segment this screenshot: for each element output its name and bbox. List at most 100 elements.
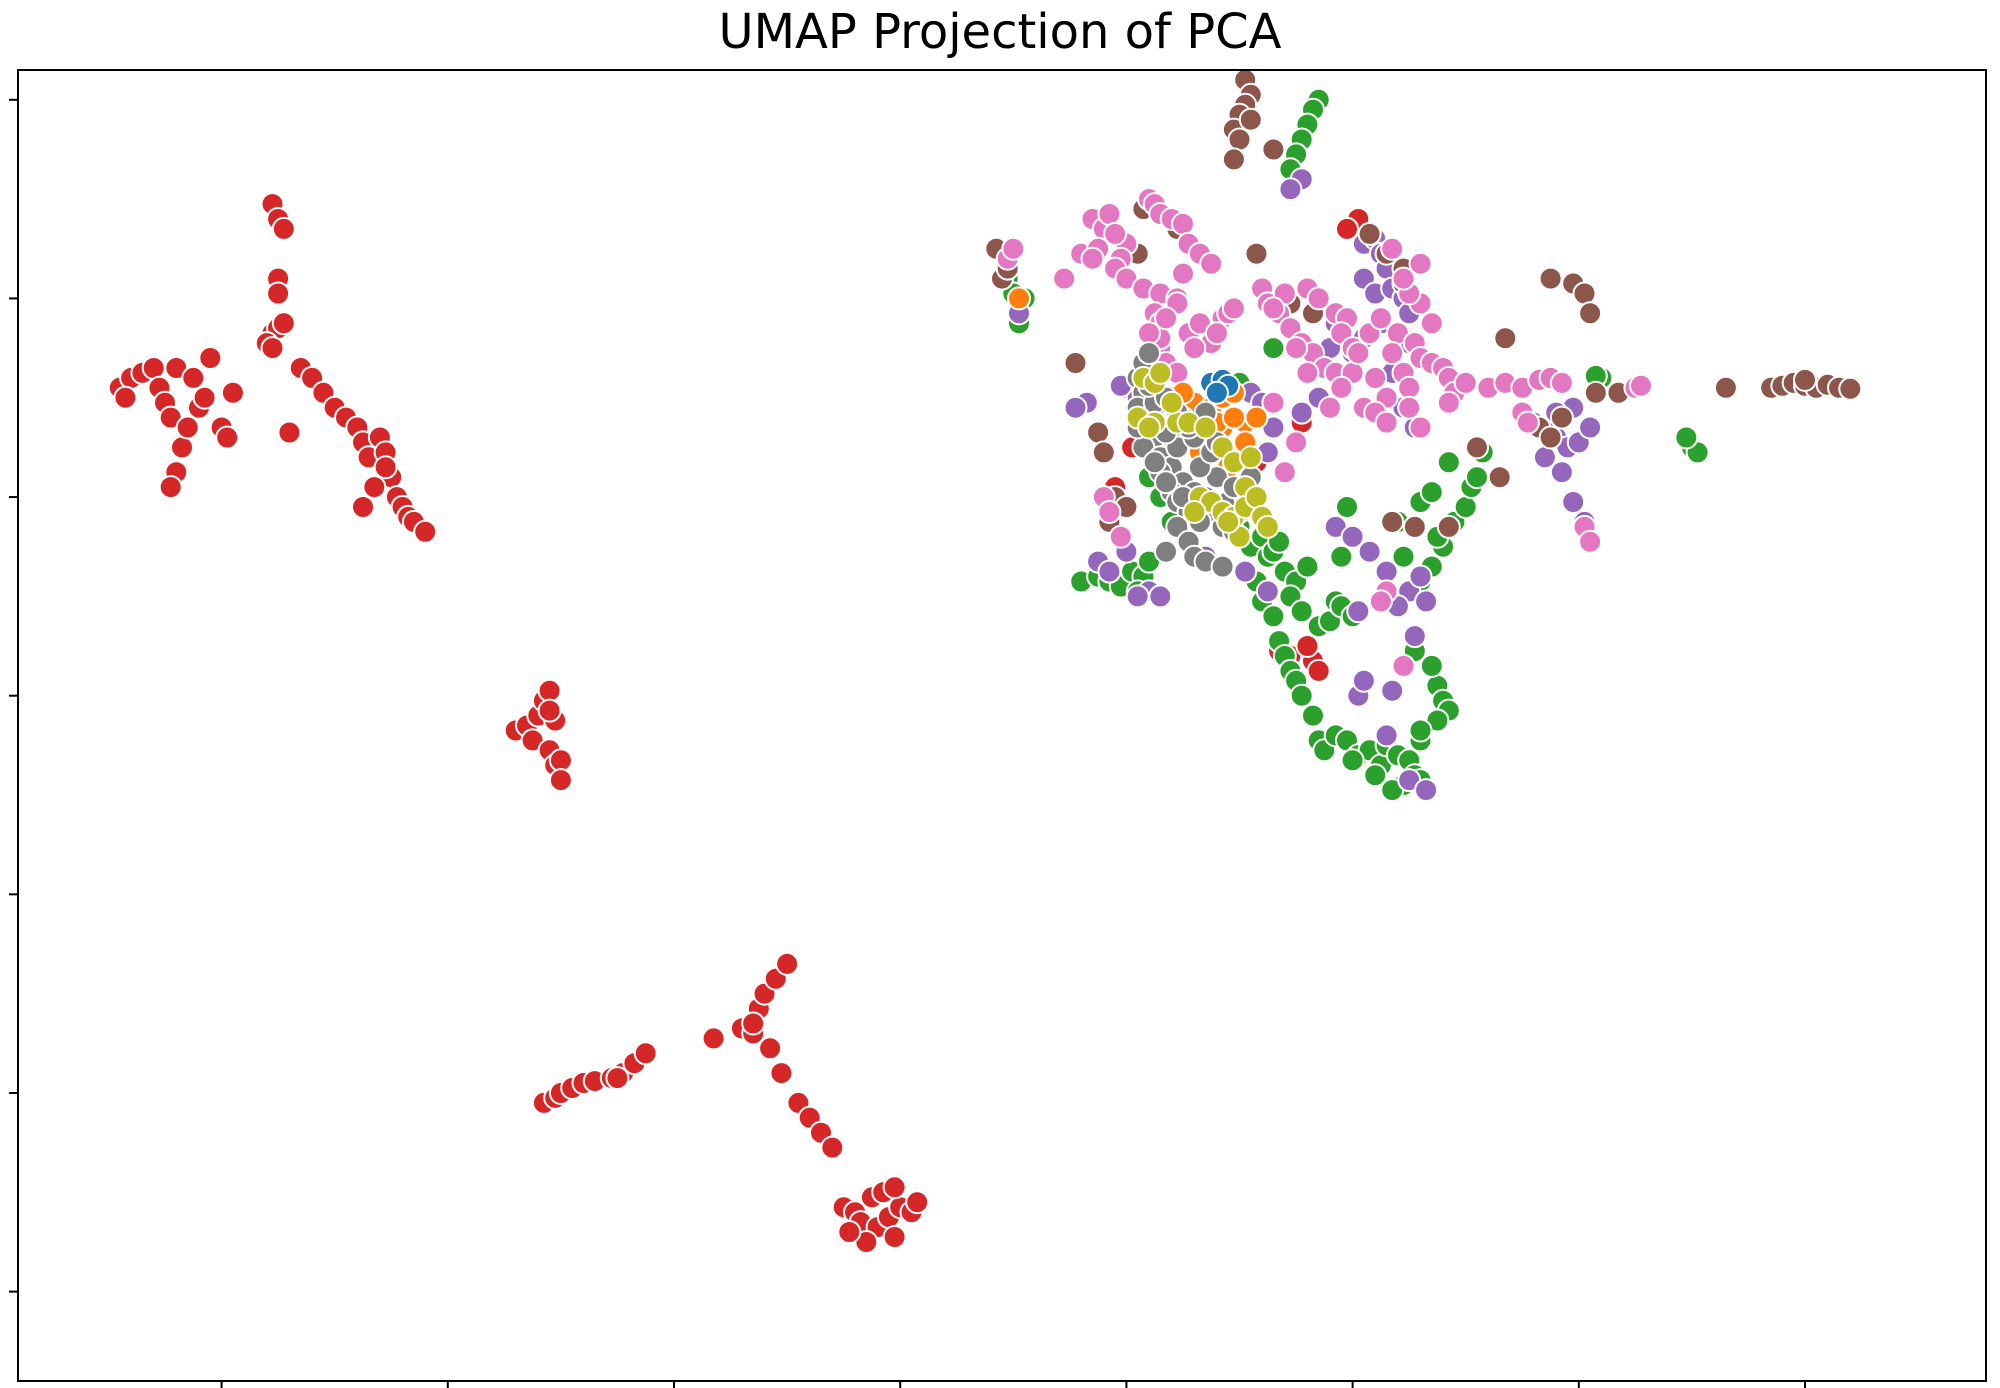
data-point	[1391, 544, 1416, 569]
data-point	[1346, 599, 1371, 624]
data-point	[181, 365, 206, 390]
data-point	[170, 435, 194, 460]
data-point	[1284, 430, 1309, 455]
data-point	[1363, 365, 1388, 390]
data-point	[1142, 450, 1167, 475]
data-point	[1097, 202, 1122, 226]
data-point	[820, 1135, 845, 1160]
data-point	[1097, 559, 1122, 584]
data-point	[1221, 296, 1246, 321]
data-point	[1538, 425, 1563, 450]
data-point	[198, 346, 223, 370]
data-point	[1137, 341, 1161, 366]
data-point	[1063, 395, 1088, 420]
data-point	[1397, 395, 1422, 420]
data-point	[1137, 415, 1161, 440]
data-point	[215, 425, 240, 450]
data-point	[1414, 589, 1439, 614]
data-point	[1063, 351, 1088, 375]
data-point	[1465, 465, 1489, 490]
data-point	[1244, 405, 1269, 430]
data-point	[1244, 241, 1269, 266]
data-point	[537, 678, 562, 703]
data-point	[260, 336, 285, 361]
data-point	[1374, 410, 1399, 435]
data-point	[1261, 137, 1286, 162]
data-point	[220, 380, 245, 405]
data-point	[141, 356, 166, 380]
data-point	[1419, 311, 1444, 336]
data-point	[1408, 415, 1433, 440]
data-point	[537, 698, 562, 723]
data-point	[1713, 375, 1738, 400]
data-point	[1487, 465, 1512, 490]
data-point	[1374, 559, 1399, 584]
data-point	[1538, 266, 1563, 291]
chart-title: UMAP Projection of PCA	[718, 4, 1282, 60]
data-point	[1674, 425, 1699, 450]
data-point	[1148, 584, 1173, 609]
data-point	[1154, 306, 1178, 331]
data-point	[1340, 748, 1365, 773]
data-point	[1368, 589, 1393, 614]
data-point	[1414, 778, 1439, 803]
data-point	[1374, 723, 1399, 748]
data-point	[1244, 485, 1269, 510]
data-point	[1629, 373, 1653, 398]
data-point	[1261, 390, 1286, 415]
data-point	[373, 455, 398, 480]
data-point	[1182, 500, 1207, 524]
data-point	[1380, 341, 1405, 366]
data-point	[1272, 460, 1297, 485]
data-point	[266, 281, 291, 306]
data-point	[1306, 286, 1331, 311]
data-point	[1838, 376, 1863, 401]
data-point	[1329, 375, 1354, 400]
data-point	[1329, 544, 1354, 569]
data-point	[1261, 336, 1286, 361]
data-point	[1493, 326, 1518, 351]
data-point	[192, 385, 217, 410]
data-point	[1380, 509, 1405, 534]
data-point	[1380, 678, 1405, 703]
data-point	[1402, 624, 1427, 649]
data-point	[1583, 380, 1608, 405]
data-point	[1171, 211, 1195, 236]
data-point	[758, 1036, 783, 1061]
data-point	[1289, 400, 1314, 425]
data-point	[113, 385, 138, 410]
data-point	[1255, 514, 1280, 539]
data-point	[1408, 564, 1433, 589]
data-point	[1261, 604, 1286, 629]
data-point	[1154, 539, 1178, 564]
data-point	[1154, 470, 1178, 495]
data-point	[1419, 480, 1444, 505]
data-point	[1301, 703, 1325, 728]
data-point	[1578, 529, 1603, 554]
data-point	[1515, 410, 1540, 435]
data-point	[277, 420, 302, 445]
data-point	[1572, 281, 1597, 306]
data-point	[1001, 236, 1026, 261]
data-point	[1453, 495, 1478, 519]
data-point	[1199, 251, 1224, 276]
data-point	[701, 1026, 726, 1051]
data-point	[1357, 539, 1382, 564]
data-point	[1793, 367, 1817, 392]
data-point	[1278, 177, 1303, 202]
data-point	[1436, 450, 1461, 475]
data-point	[605, 1066, 630, 1091]
y-axis-ticks	[9, 98, 18, 1293]
data-point	[633, 1041, 658, 1066]
data-point	[1103, 221, 1128, 246]
data-point	[1091, 440, 1116, 465]
data-point	[905, 1190, 930, 1215]
data-point	[271, 311, 296, 336]
data-point	[1261, 296, 1286, 321]
data-point	[1453, 370, 1478, 395]
data-point	[882, 1175, 907, 1200]
data-point	[1391, 266, 1416, 291]
data-point	[1295, 634, 1320, 658]
data-point	[175, 415, 200, 440]
